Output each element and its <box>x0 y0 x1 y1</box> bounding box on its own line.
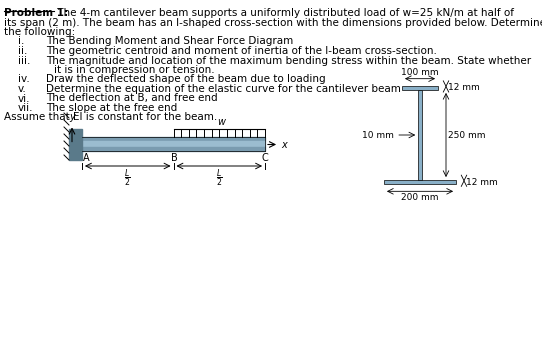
Text: vii.: vii. <box>18 103 34 113</box>
Text: 200 mm: 200 mm <box>401 193 439 202</box>
Bar <box>69 129 82 160</box>
Text: 12 mm: 12 mm <box>466 178 498 187</box>
Text: The geometric centroid and moment of inertia of the I-beam cross-section.: The geometric centroid and moment of ine… <box>46 46 437 56</box>
Text: The deflection at B, and free end: The deflection at B, and free end <box>46 94 218 103</box>
Text: v.: v. <box>18 84 27 94</box>
Text: Problem 1:: Problem 1: <box>4 8 68 18</box>
Bar <box>384 180 456 184</box>
Text: iii.: iii. <box>18 55 30 66</box>
Text: B: B <box>171 153 178 163</box>
Text: The Bending Moment and Shear Force Diagram: The Bending Moment and Shear Force Diagr… <box>46 36 293 47</box>
Bar <box>82 147 265 151</box>
Bar <box>82 137 265 141</box>
Text: the following:: the following: <box>4 27 75 37</box>
Bar <box>82 141 265 147</box>
Text: The magnitude and location of the maximum bending stress within the beam. State : The magnitude and location of the maximu… <box>46 55 531 66</box>
Text: 100 mm: 100 mm <box>401 68 439 77</box>
Bar <box>418 90 422 180</box>
Text: The slope at the free end: The slope at the free end <box>46 103 177 113</box>
Text: $\frac{L}{2}$: $\frac{L}{2}$ <box>216 168 223 189</box>
Text: vi.: vi. <box>18 94 30 103</box>
Text: 12 mm: 12 mm <box>448 83 480 92</box>
Text: $\frac{L}{2}$: $\frac{L}{2}$ <box>124 168 131 189</box>
Text: Assume that EI is constant for the beam.: Assume that EI is constant for the beam. <box>4 113 217 122</box>
Text: Determine the equation of the elastic curve for the cantilever beam: Determine the equation of the elastic cu… <box>46 84 401 94</box>
Text: The 4-m cantilever beam supports a uniformly distributed load of w=25 kN/m at ha: The 4-m cantilever beam supports a unifo… <box>54 8 514 18</box>
Text: w: w <box>217 117 225 127</box>
Text: ii.: ii. <box>18 46 28 56</box>
Text: iv.: iv. <box>18 74 30 85</box>
Text: y: y <box>69 113 75 122</box>
Text: it is in compression or tension.: it is in compression or tension. <box>54 65 215 75</box>
Text: i.: i. <box>18 36 24 47</box>
Text: Draw the deflected shape of the beam due to loading: Draw the deflected shape of the beam due… <box>46 74 326 85</box>
Text: C: C <box>262 153 269 163</box>
Text: its span (2 m). The beam has an I-shaped cross-section with the dimensions provi: its span (2 m). The beam has an I-shaped… <box>4 17 542 28</box>
Text: A: A <box>83 153 89 163</box>
Text: 250 mm: 250 mm <box>448 131 486 139</box>
Text: 10 mm: 10 mm <box>362 131 394 139</box>
Text: x: x <box>281 139 287 150</box>
Bar <box>402 86 438 90</box>
